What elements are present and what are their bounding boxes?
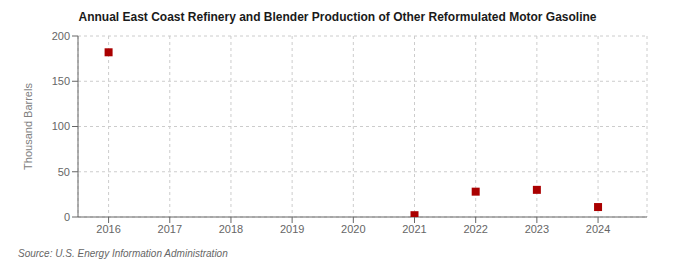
svg-text:2022: 2022 (463, 223, 487, 235)
svg-text:0: 0 (64, 211, 70, 223)
svg-text:200: 200 (52, 30, 70, 42)
svg-text:150: 150 (52, 75, 70, 87)
svg-text:2023: 2023 (525, 223, 549, 235)
svg-text:2018: 2018 (219, 223, 243, 235)
svg-text:2024: 2024 (586, 223, 610, 235)
svg-text:Thousand Barrels: Thousand Barrels (22, 83, 34, 170)
svg-text:50: 50 (58, 166, 70, 178)
svg-text:2021: 2021 (402, 223, 426, 235)
svg-text:2017: 2017 (158, 223, 182, 235)
svg-text:100: 100 (52, 120, 70, 132)
svg-text:2016: 2016 (96, 223, 120, 235)
svg-text:2020: 2020 (341, 223, 365, 235)
svg-text:2019: 2019 (280, 223, 304, 235)
html-text:Annual East Coast Refinery and: Annual East Coast Refinery and Blender P… (78, 10, 597, 24)
html-text:Source: U.S. Energy Informatio: Source: U.S. Energy Information Administ… (18, 248, 228, 259)
